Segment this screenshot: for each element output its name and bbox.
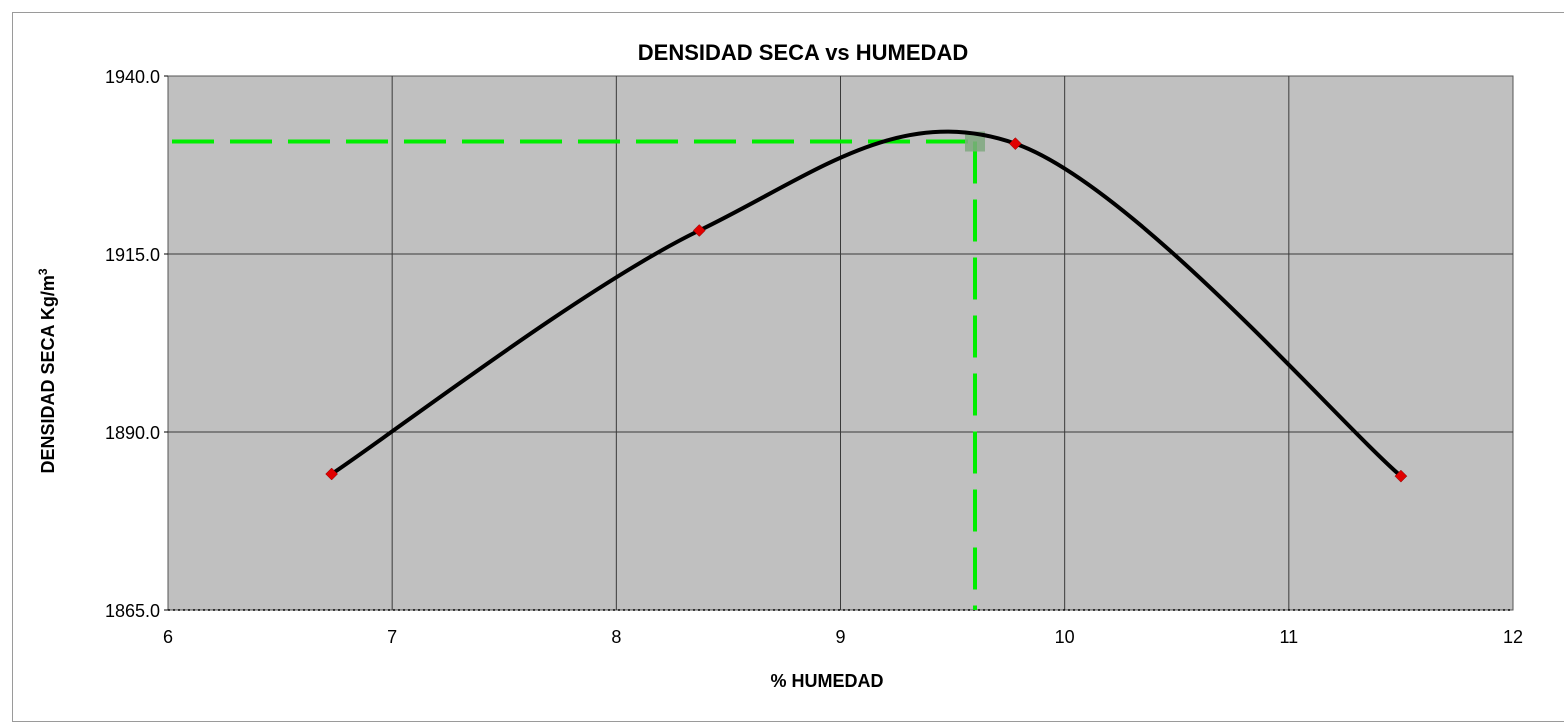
data-point bbox=[1394, 469, 1408, 483]
chart: DENSIDAD SECA vs HUMEDAD 1865.0 1890.0 191… bbox=[36, 40, 1523, 691]
x-axis-label: % HUMEDAD bbox=[770, 671, 883, 691]
y-axis-label: DENSIDAD SECA Kg/m3 bbox=[36, 268, 58, 473]
x-tick-labels: 6 7 8 9 10 11 12 bbox=[163, 627, 1523, 647]
x-tick-label: 9 bbox=[835, 627, 845, 647]
chart-title: DENSIDAD SECA vs HUMEDAD bbox=[638, 40, 968, 65]
data-point bbox=[1008, 137, 1022, 150]
x-tick-label: 11 bbox=[1279, 627, 1298, 647]
x-tick-label: 7 bbox=[387, 627, 397, 647]
chart-frame: DENSIDAD SECA vs HUMEDAD 1865.0 1890.0 191… bbox=[12, 12, 1564, 722]
grid-layer bbox=[168, 76, 1513, 611]
y-tick-label: 1940.0 bbox=[105, 67, 160, 87]
x-tick-label: 8 bbox=[611, 627, 621, 647]
data-points bbox=[325, 137, 1408, 483]
y-axis-label-superscript: 3 bbox=[36, 268, 50, 275]
x-tick-label: 6 bbox=[163, 627, 173, 647]
data-point bbox=[692, 224, 706, 237]
data-point bbox=[325, 467, 338, 481]
y-tick-labels: 1865.0 1890.0 1915.0 1940.0 bbox=[105, 67, 168, 621]
fit-curve bbox=[330, 129, 1403, 478]
y-tick-label: 1890.0 bbox=[105, 423, 160, 443]
x-tick-label: 10 bbox=[1055, 627, 1075, 647]
y-tick-label: 1915.0 bbox=[105, 245, 160, 265]
fit-curve-layer bbox=[330, 129, 1403, 478]
y-tick-label: 1865.0 bbox=[105, 601, 160, 621]
y-axis-label-main: DENSIDAD SECA Kg/m bbox=[38, 275, 58, 473]
x-tick-label: 12 bbox=[1503, 627, 1523, 647]
